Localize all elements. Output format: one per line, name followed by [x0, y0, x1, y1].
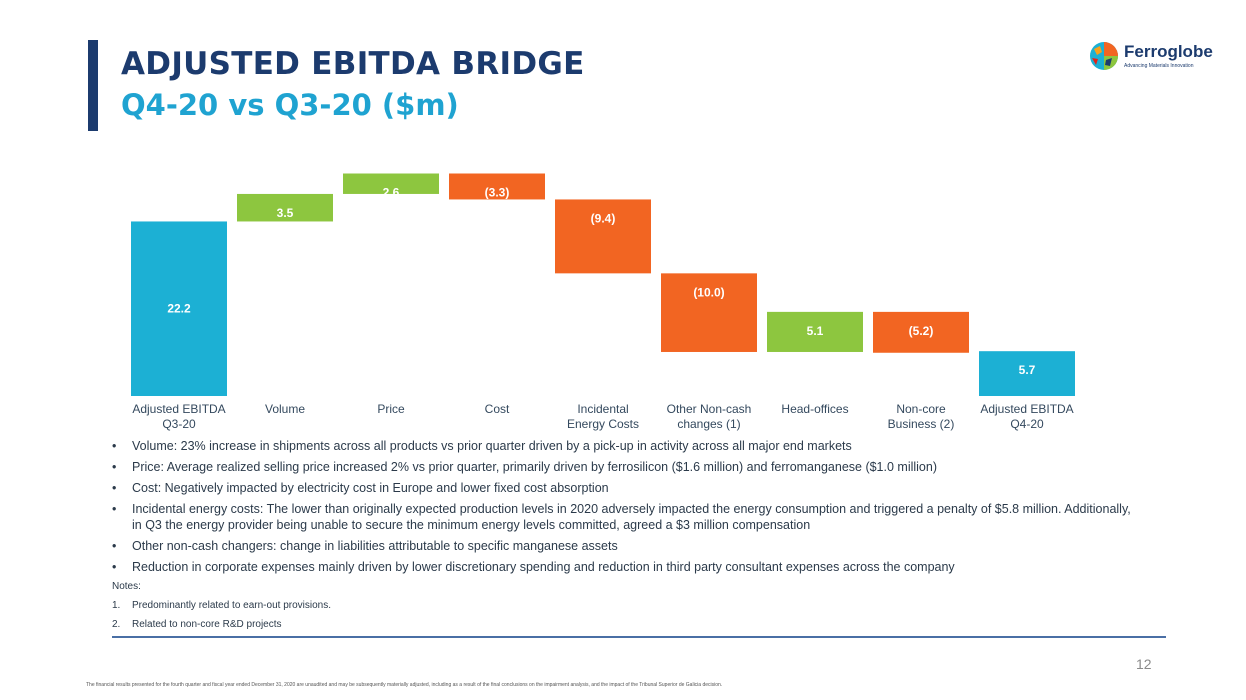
page-number: 12 [1136, 656, 1152, 672]
bar-7 [767, 311, 863, 352]
bar-value-label: (10.0) [693, 285, 724, 299]
bar-4 [449, 173, 545, 200]
bullet-marker: • [112, 502, 117, 516]
logo-name: Ferroglobe [1124, 42, 1213, 61]
notes-title: Notes: [112, 581, 141, 592]
bar-value-label: (9.4) [591, 211, 616, 225]
note-text: Related to non-core R&D projects [132, 619, 282, 630]
bullet-other-non-cash: • Other non-cash changers: change in liab… [112, 538, 1142, 554]
category-label: Other Non-cash [667, 402, 752, 416]
category-label: Incidental [577, 402, 628, 416]
bar-value-label: 2.6 [383, 186, 400, 200]
bullet-volume: • Volume: 23% increase in shipments acros… [112, 438, 1142, 454]
bullet-text: Other non-cash changers: change in liabi… [132, 539, 618, 553]
bar-value-label: 22.2 [167, 302, 191, 316]
bar-value-label: 5.7 [1019, 363, 1036, 377]
bar-9 [979, 351, 1075, 396]
bar-value-label: (5.2) [909, 324, 934, 338]
category-label: Adjusted EBITDA [980, 402, 1073, 416]
bullet-text: Incidental energy costs: The lower than … [132, 502, 1131, 532]
note-text: Predominantly related to earn-out provis… [132, 600, 331, 611]
bullet-text: Volume: 23% increase in shipments across… [132, 439, 852, 453]
bullet-text: Price: Average realized selling price in… [132, 460, 937, 474]
footer-divider [112, 636, 1166, 638]
bar-value-label: 3.5 [277, 206, 294, 220]
category-label: Non-core [896, 402, 946, 416]
bullet-cost: • Cost: Negatively impacted by electricit… [112, 480, 1142, 496]
note-number: 2. [112, 619, 121, 630]
bullet-price: • Price: Average realized selling price i… [112, 459, 1142, 475]
bullet-marker: • [112, 539, 117, 553]
category-label: Energy Costs [567, 417, 639, 431]
ferroglobe-globe-icon [1090, 42, 1118, 70]
category-label: Business (2) [888, 417, 955, 431]
note-number: 1. [112, 600, 121, 611]
bullet-corporate-expenses: • Reduction in corporate expenses mainly … [112, 559, 1142, 575]
logo-tagline: Advancing Materials Innovation [1124, 63, 1194, 69]
title-accent-bar [88, 40, 98, 131]
bar-value-label: 5.1 [807, 324, 824, 338]
page-title: ADJUSTED EBITDA BRIDGE [121, 46, 585, 82]
note-item: 2. Related to non-core R&D projects [112, 618, 1142, 631]
bullet-marker: • [112, 439, 117, 453]
category-label: Volume [265, 402, 305, 416]
category-label: Q3-20 [162, 417, 196, 431]
commentary-list: • Volume: 23% increase in shipments acros… [112, 438, 1142, 631]
category-label: Cost [485, 402, 510, 416]
page-subtitle: Q4-20 vs Q3-20 ($m) [121, 88, 459, 122]
bullet-marker: • [112, 481, 117, 495]
ferroglobe-logo: Ferroglobe Advancing Materials Innovatio… [1088, 40, 1218, 74]
bar-8 [873, 311, 969, 353]
category-label: Adjusted EBITDA [132, 402, 225, 416]
bar-value-label: (3.3) [485, 186, 510, 200]
bar-6 [661, 273, 757, 352]
bar-5 [555, 199, 651, 274]
category-label: changes (1) [677, 417, 740, 431]
footer-disclaimer: The financial results presented for the … [86, 682, 723, 688]
bullet-text: Reduction in corporate expenses mainly d… [132, 560, 955, 574]
bullet-marker: • [112, 560, 117, 574]
bar-3 [343, 173, 439, 194]
bullet-marker: • [112, 460, 117, 474]
bullet-text: Cost: Negatively impacted by electricity… [132, 481, 609, 495]
note-item: 1. Predominantly related to earn-out prov… [112, 599, 1142, 612]
bullet-incidental-energy: • Incidental energy costs: The lower than… [112, 501, 1142, 533]
category-label: Price [377, 402, 405, 416]
bar-2 [237, 193, 333, 222]
bar-1 [131, 221, 227, 396]
category-label: Q4-20 [1010, 417, 1044, 431]
category-label: Head-offices [781, 402, 848, 416]
